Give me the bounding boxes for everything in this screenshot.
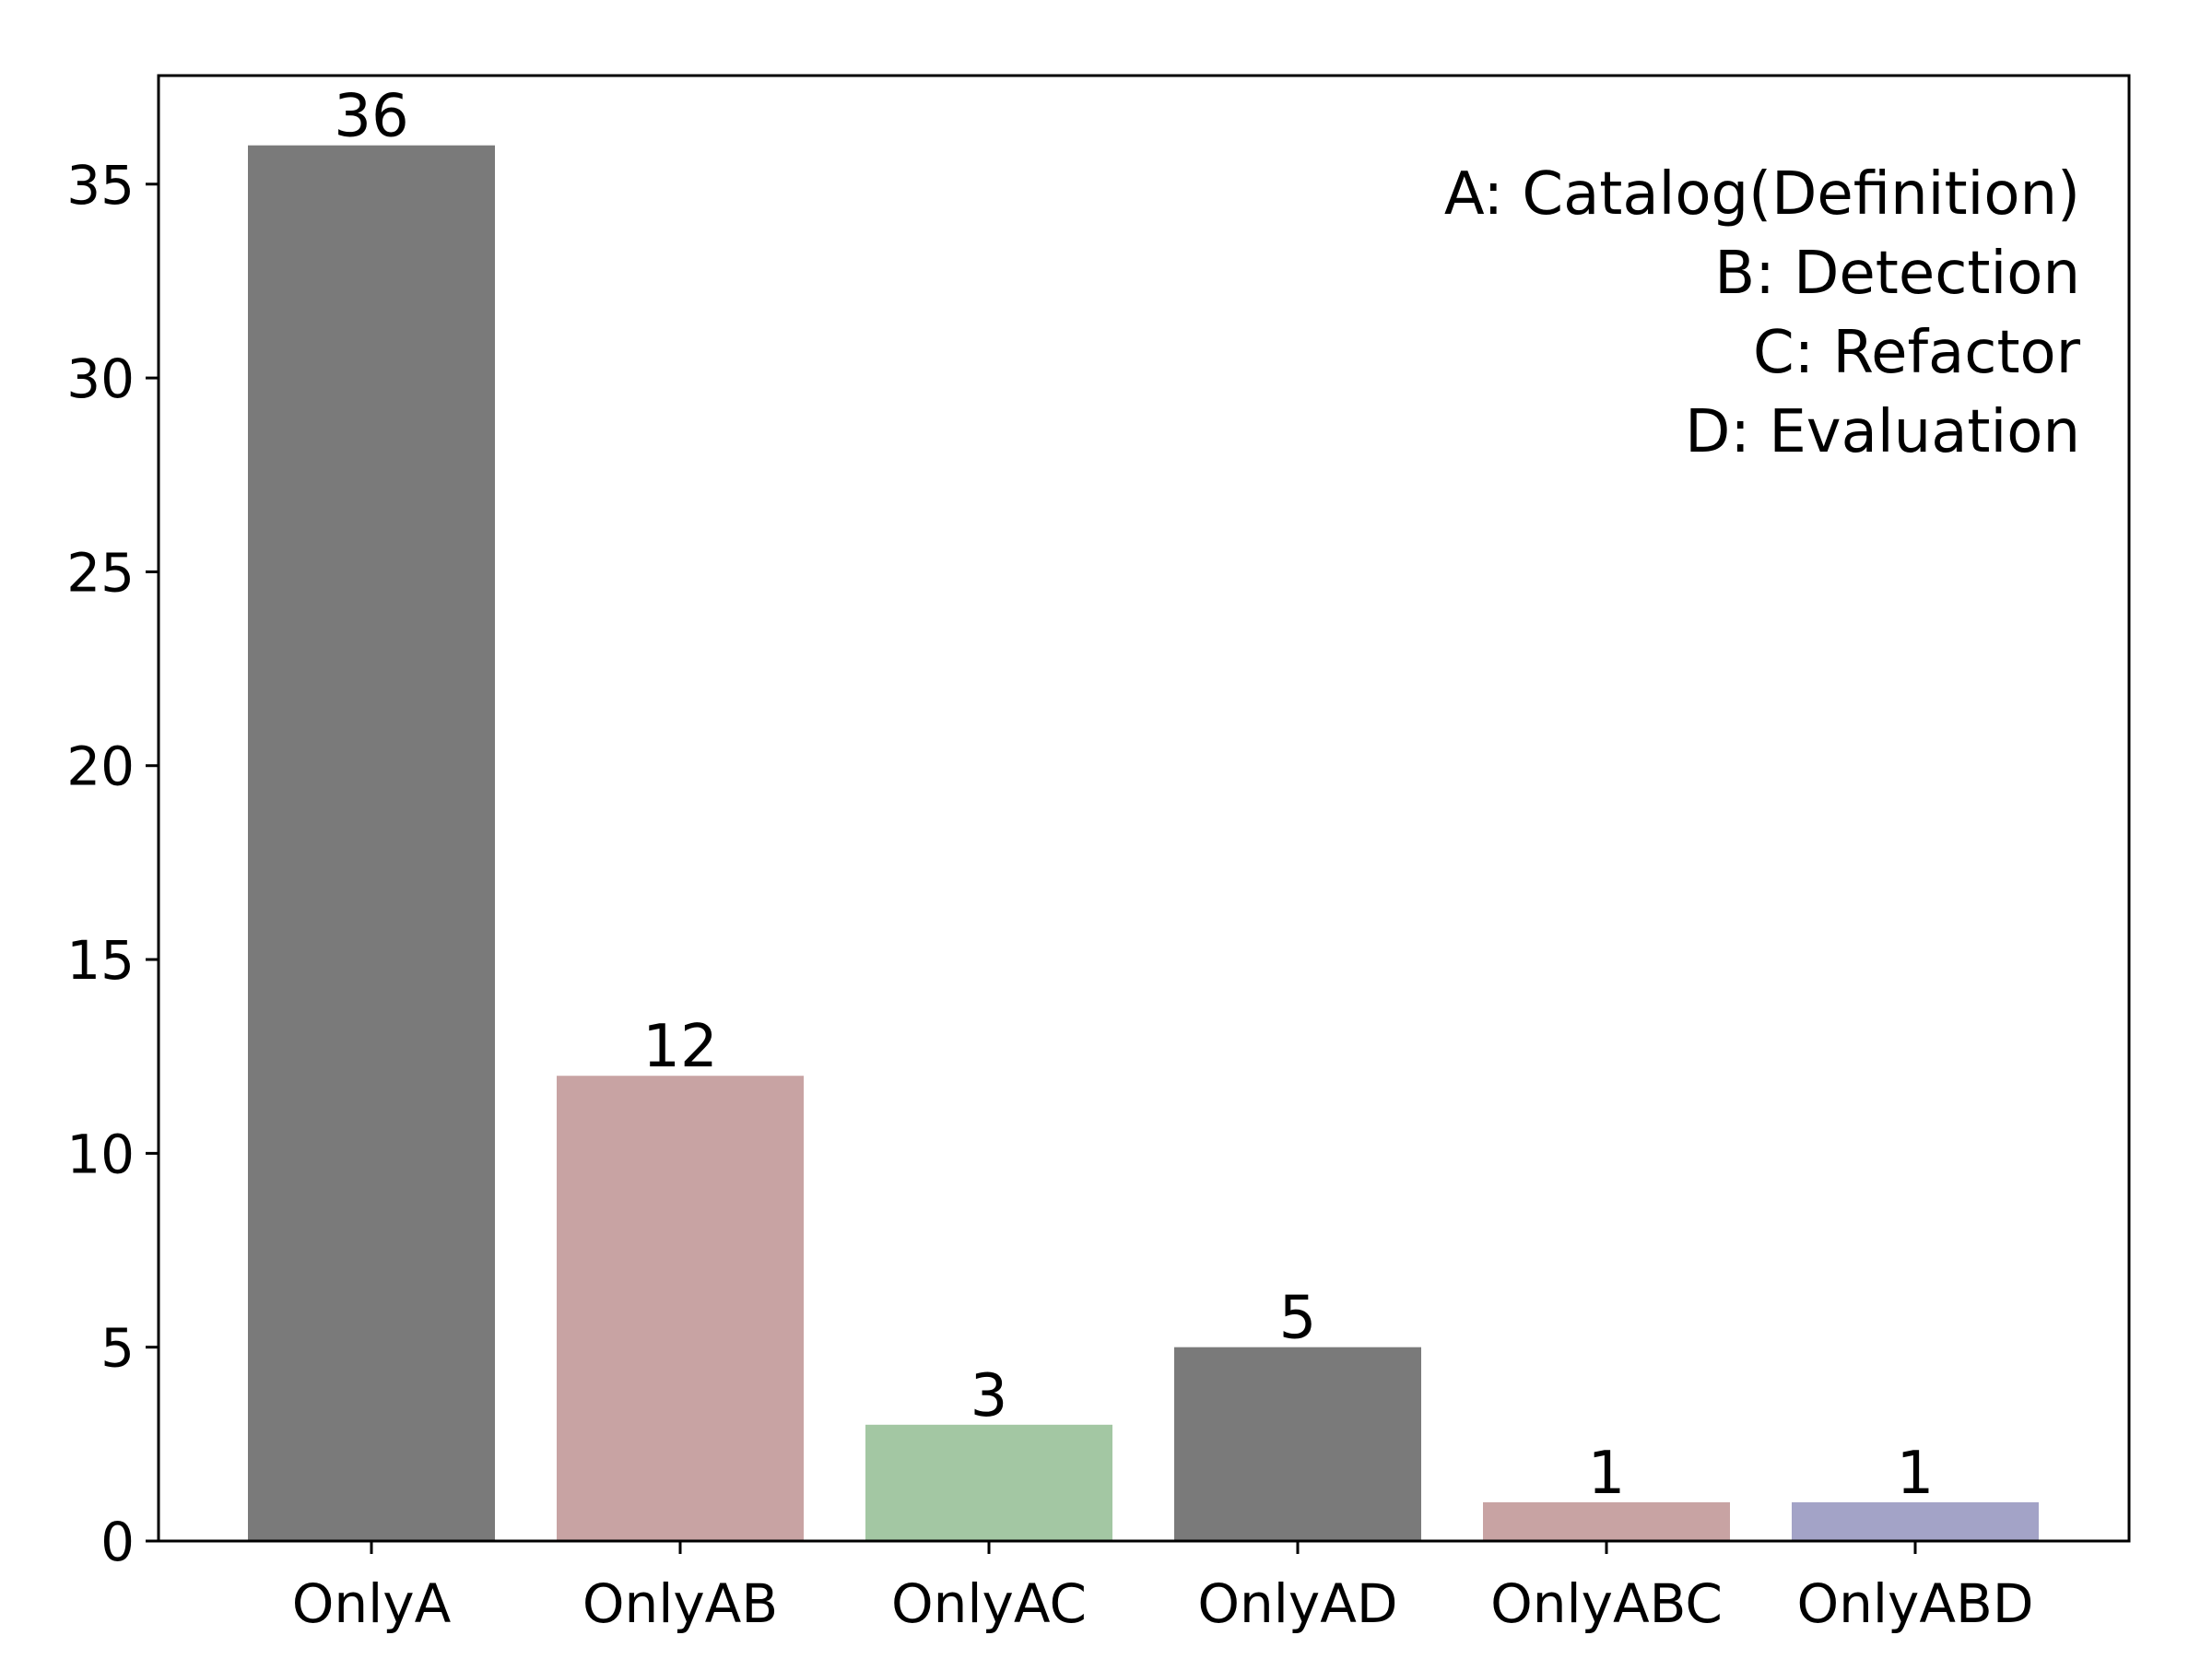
y-tick-label-35: 35 [66, 154, 135, 217]
y-tick-label-25: 25 [66, 541, 135, 604]
annotation-line-c: C: Refactor [1753, 319, 2081, 387]
x-axis: OnlyA OnlyAB OnlyAC OnlyAD OnlyABC OnlyABD [292, 1541, 2034, 1635]
y-tick-label-15: 15 [66, 929, 135, 992]
x-tick-label-onlyab: OnlyAB [582, 1572, 778, 1635]
data-label-onlyabc: 1 [1588, 1440, 1626, 1508]
plot-area-frame [157, 74, 2131, 1543]
annotation-legend: A: Catalog(Definition) B: Detection C: R… [1444, 160, 2081, 466]
x-tick-label-onlyad: OnlyAD [1197, 1572, 1397, 1635]
bar-onlya [248, 145, 495, 1542]
data-labels: 36 12 3 5 1 1 [334, 83, 1934, 1508]
y-tick-label-5: 5 [100, 1317, 135, 1380]
annotation-line-b: B: Detection [1714, 240, 2080, 308]
y-axis: 0 5 10 15 20 25 30 35 [66, 154, 159, 1573]
data-label-onlyab: 12 [642, 1013, 717, 1081]
data-label-onlyabd: 1 [1897, 1440, 1935, 1508]
y-tick-label-10: 10 [66, 1123, 135, 1185]
annotation-line-d: D: Evaluation [1685, 398, 2080, 466]
y-tick-label-20: 20 [66, 735, 135, 798]
bars [248, 145, 2039, 1542]
data-label-onlyad: 5 [1279, 1285, 1317, 1353]
bar-onlyad [1174, 1347, 1421, 1541]
bar-onlyabd [1792, 1501, 2039, 1541]
x-tick-label-onlyabc: OnlyABC [1490, 1572, 1723, 1635]
x-tick-label-onlya: OnlyA [292, 1572, 452, 1635]
bar-onlyac [865, 1424, 1112, 1541]
y-tick-label-0: 0 [100, 1511, 135, 1573]
annotation-line-a: A: Catalog(Definition) [1444, 160, 2080, 229]
x-tick-label-onlyac: OnlyAC [891, 1572, 1087, 1635]
y-tick-label-30: 30 [66, 347, 135, 410]
bar-onlyab [557, 1076, 804, 1541]
data-label-onlyac: 3 [971, 1362, 1008, 1430]
x-tick-label-onlyabd: OnlyABD [1797, 1572, 2034, 1635]
bar-onlyabc [1483, 1501, 1730, 1541]
data-label-onlya: 36 [334, 83, 408, 151]
